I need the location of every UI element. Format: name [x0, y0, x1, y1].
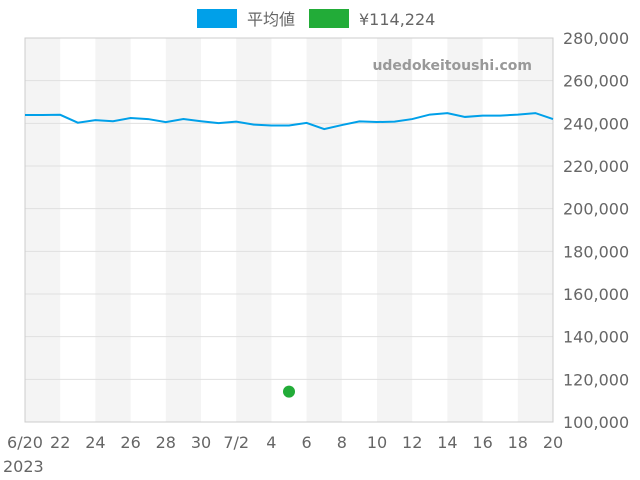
- y-tick-label: 120,000: [563, 370, 629, 389]
- x-tick-label: 8: [337, 433, 347, 452]
- x-tick-label: 10: [367, 433, 387, 452]
- x-tick-label: 16: [472, 433, 492, 452]
- watermark: udedokeitoushi.com: [372, 58, 532, 74]
- band: [377, 38, 413, 422]
- x-tick-label: 18: [508, 433, 528, 452]
- x-tick-label: 6: [302, 433, 312, 452]
- y-tick-label: 240,000: [563, 114, 629, 133]
- x-tick-label: 12: [402, 433, 422, 452]
- x-tick-label: 24: [85, 433, 105, 452]
- legend-swatch: [309, 9, 349, 28]
- x-year-label: 2023: [3, 457, 44, 476]
- band: [447, 38, 483, 422]
- band: [25, 38, 61, 422]
- x-tick-label: 28: [156, 433, 176, 452]
- y-tick-label: 160,000: [563, 285, 629, 304]
- x-tick-label: 14: [437, 433, 457, 452]
- x-tick-label: 4: [266, 433, 276, 452]
- x-tick-label: 6/20: [7, 433, 43, 452]
- y-tick-label: 180,000: [563, 242, 629, 261]
- x-tick-label: 20: [543, 433, 563, 452]
- y-tick-label: 280,000: [563, 29, 629, 48]
- series-line-average: [25, 112, 554, 131]
- legend-swatch: [197, 9, 237, 28]
- legend-label: 平均値: [247, 10, 295, 29]
- x-tick-label: 26: [120, 433, 140, 452]
- band: [236, 38, 272, 422]
- y-tick-label: 220,000: [563, 157, 629, 176]
- y-tick-label: 200,000: [563, 200, 629, 219]
- band: [165, 38, 201, 422]
- y-tick-label: 140,000: [563, 328, 629, 347]
- band: [306, 38, 342, 422]
- x-tick-label: 7/2: [223, 433, 249, 452]
- legend-label: ¥114,224: [359, 10, 435, 29]
- band: [517, 38, 553, 422]
- x-tick-label: 30: [191, 433, 211, 452]
- y-tick-label: 100,000: [563, 413, 629, 432]
- band: [95, 38, 131, 422]
- plot-border: [24, 37, 554, 423]
- x-tick-label: 22: [50, 433, 70, 452]
- data-point: [283, 385, 295, 398]
- y-tick-label: 260,000: [563, 72, 629, 91]
